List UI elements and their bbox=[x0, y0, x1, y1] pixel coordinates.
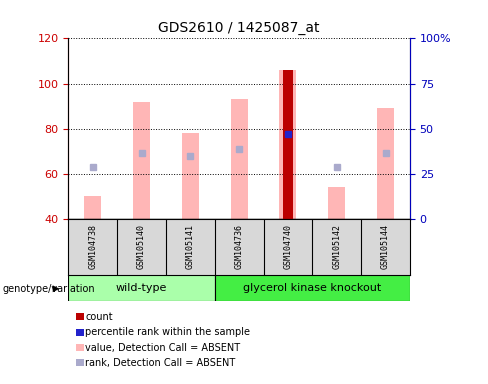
Text: GSM105142: GSM105142 bbox=[332, 224, 341, 269]
Text: GSM105141: GSM105141 bbox=[186, 224, 195, 269]
Text: wild-type: wild-type bbox=[116, 283, 167, 293]
Text: GSM104740: GSM104740 bbox=[284, 224, 292, 269]
Bar bbox=[84, 196, 102, 219]
Bar bbox=[133, 101, 150, 219]
Text: count: count bbox=[85, 312, 113, 322]
Text: GSM105144: GSM105144 bbox=[381, 224, 390, 269]
Bar bbox=[76, 329, 84, 336]
Bar bbox=[230, 99, 248, 219]
Bar bbox=[68, 275, 215, 301]
Text: rank, Detection Call = ABSENT: rank, Detection Call = ABSENT bbox=[85, 358, 236, 368]
Bar bbox=[283, 70, 293, 219]
Bar bbox=[76, 359, 84, 366]
Text: value, Detection Call = ABSENT: value, Detection Call = ABSENT bbox=[85, 343, 241, 353]
Bar bbox=[76, 313, 84, 320]
Bar bbox=[377, 108, 394, 219]
Bar bbox=[215, 275, 410, 301]
Bar bbox=[76, 344, 84, 351]
Bar bbox=[279, 70, 297, 219]
Text: GSM104738: GSM104738 bbox=[88, 224, 97, 269]
Text: percentile rank within the sample: percentile rank within the sample bbox=[85, 327, 250, 337]
Title: GDS2610 / 1425087_at: GDS2610 / 1425087_at bbox=[159, 21, 320, 35]
Polygon shape bbox=[53, 285, 60, 292]
Bar bbox=[328, 187, 345, 219]
Text: GSM105140: GSM105140 bbox=[137, 224, 146, 269]
Text: glycerol kinase knockout: glycerol kinase knockout bbox=[243, 283, 382, 293]
Text: genotype/variation: genotype/variation bbox=[2, 284, 95, 294]
Bar bbox=[182, 133, 199, 219]
Text: GSM104736: GSM104736 bbox=[235, 224, 244, 269]
